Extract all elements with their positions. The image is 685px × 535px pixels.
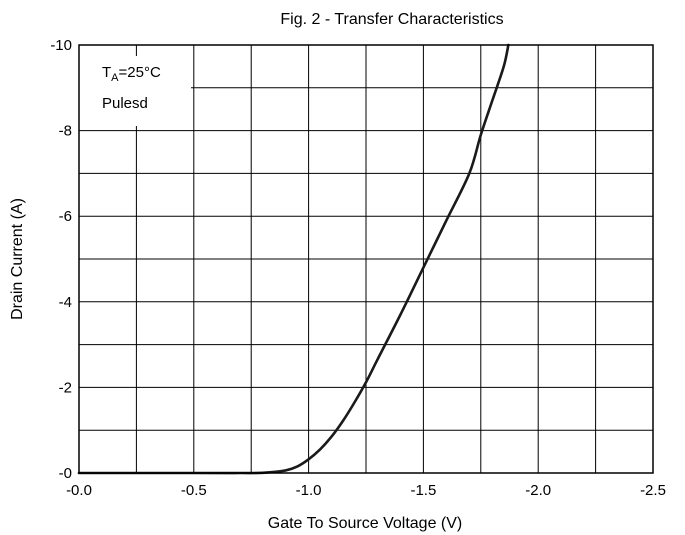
y-tick-label: -4 xyxy=(59,294,72,311)
x-tick-label: -2.5 xyxy=(640,482,666,499)
plot-frame xyxy=(78,44,654,474)
x-tick-label: -1.5 xyxy=(410,482,436,499)
temperature-value: =25°C xyxy=(119,64,161,81)
y-tick-label: -0 xyxy=(59,465,72,482)
annotation-temperature: TA=25°C xyxy=(102,64,161,84)
temperature-symbol: T xyxy=(102,64,111,81)
x-axis-label: Gate To Source Voltage (V) xyxy=(268,515,462,532)
y-tick-label: -2 xyxy=(59,379,72,396)
y-tick-label: -10 xyxy=(50,37,72,54)
temperature-subscript: A xyxy=(111,72,119,84)
x-tick-label: -1.0 xyxy=(296,482,322,499)
annotation-background xyxy=(79,56,191,126)
x-tick-label: -2.0 xyxy=(525,482,551,499)
annotation-box: TA=25°C Pulesd xyxy=(79,56,191,126)
y-tick-label: -6 xyxy=(59,208,72,225)
annotation-pulse: Pulesd xyxy=(102,95,148,112)
chart-title: Fig. 2 - Transfer Characteristics xyxy=(280,11,503,28)
y-tick-label: -8 xyxy=(59,123,72,140)
x-tick-label: -0.5 xyxy=(181,482,207,499)
y-axis-label: Drain Current (A) xyxy=(9,198,26,320)
x-tick-label: -0.0 xyxy=(66,482,92,499)
x-tick-labels: -0.0 -0.5 -1.0 -1.5 -2.0 -2.5 xyxy=(66,482,666,499)
y-tick-labels: -0 -2 -4 -6 -8 -10 xyxy=(50,37,72,482)
